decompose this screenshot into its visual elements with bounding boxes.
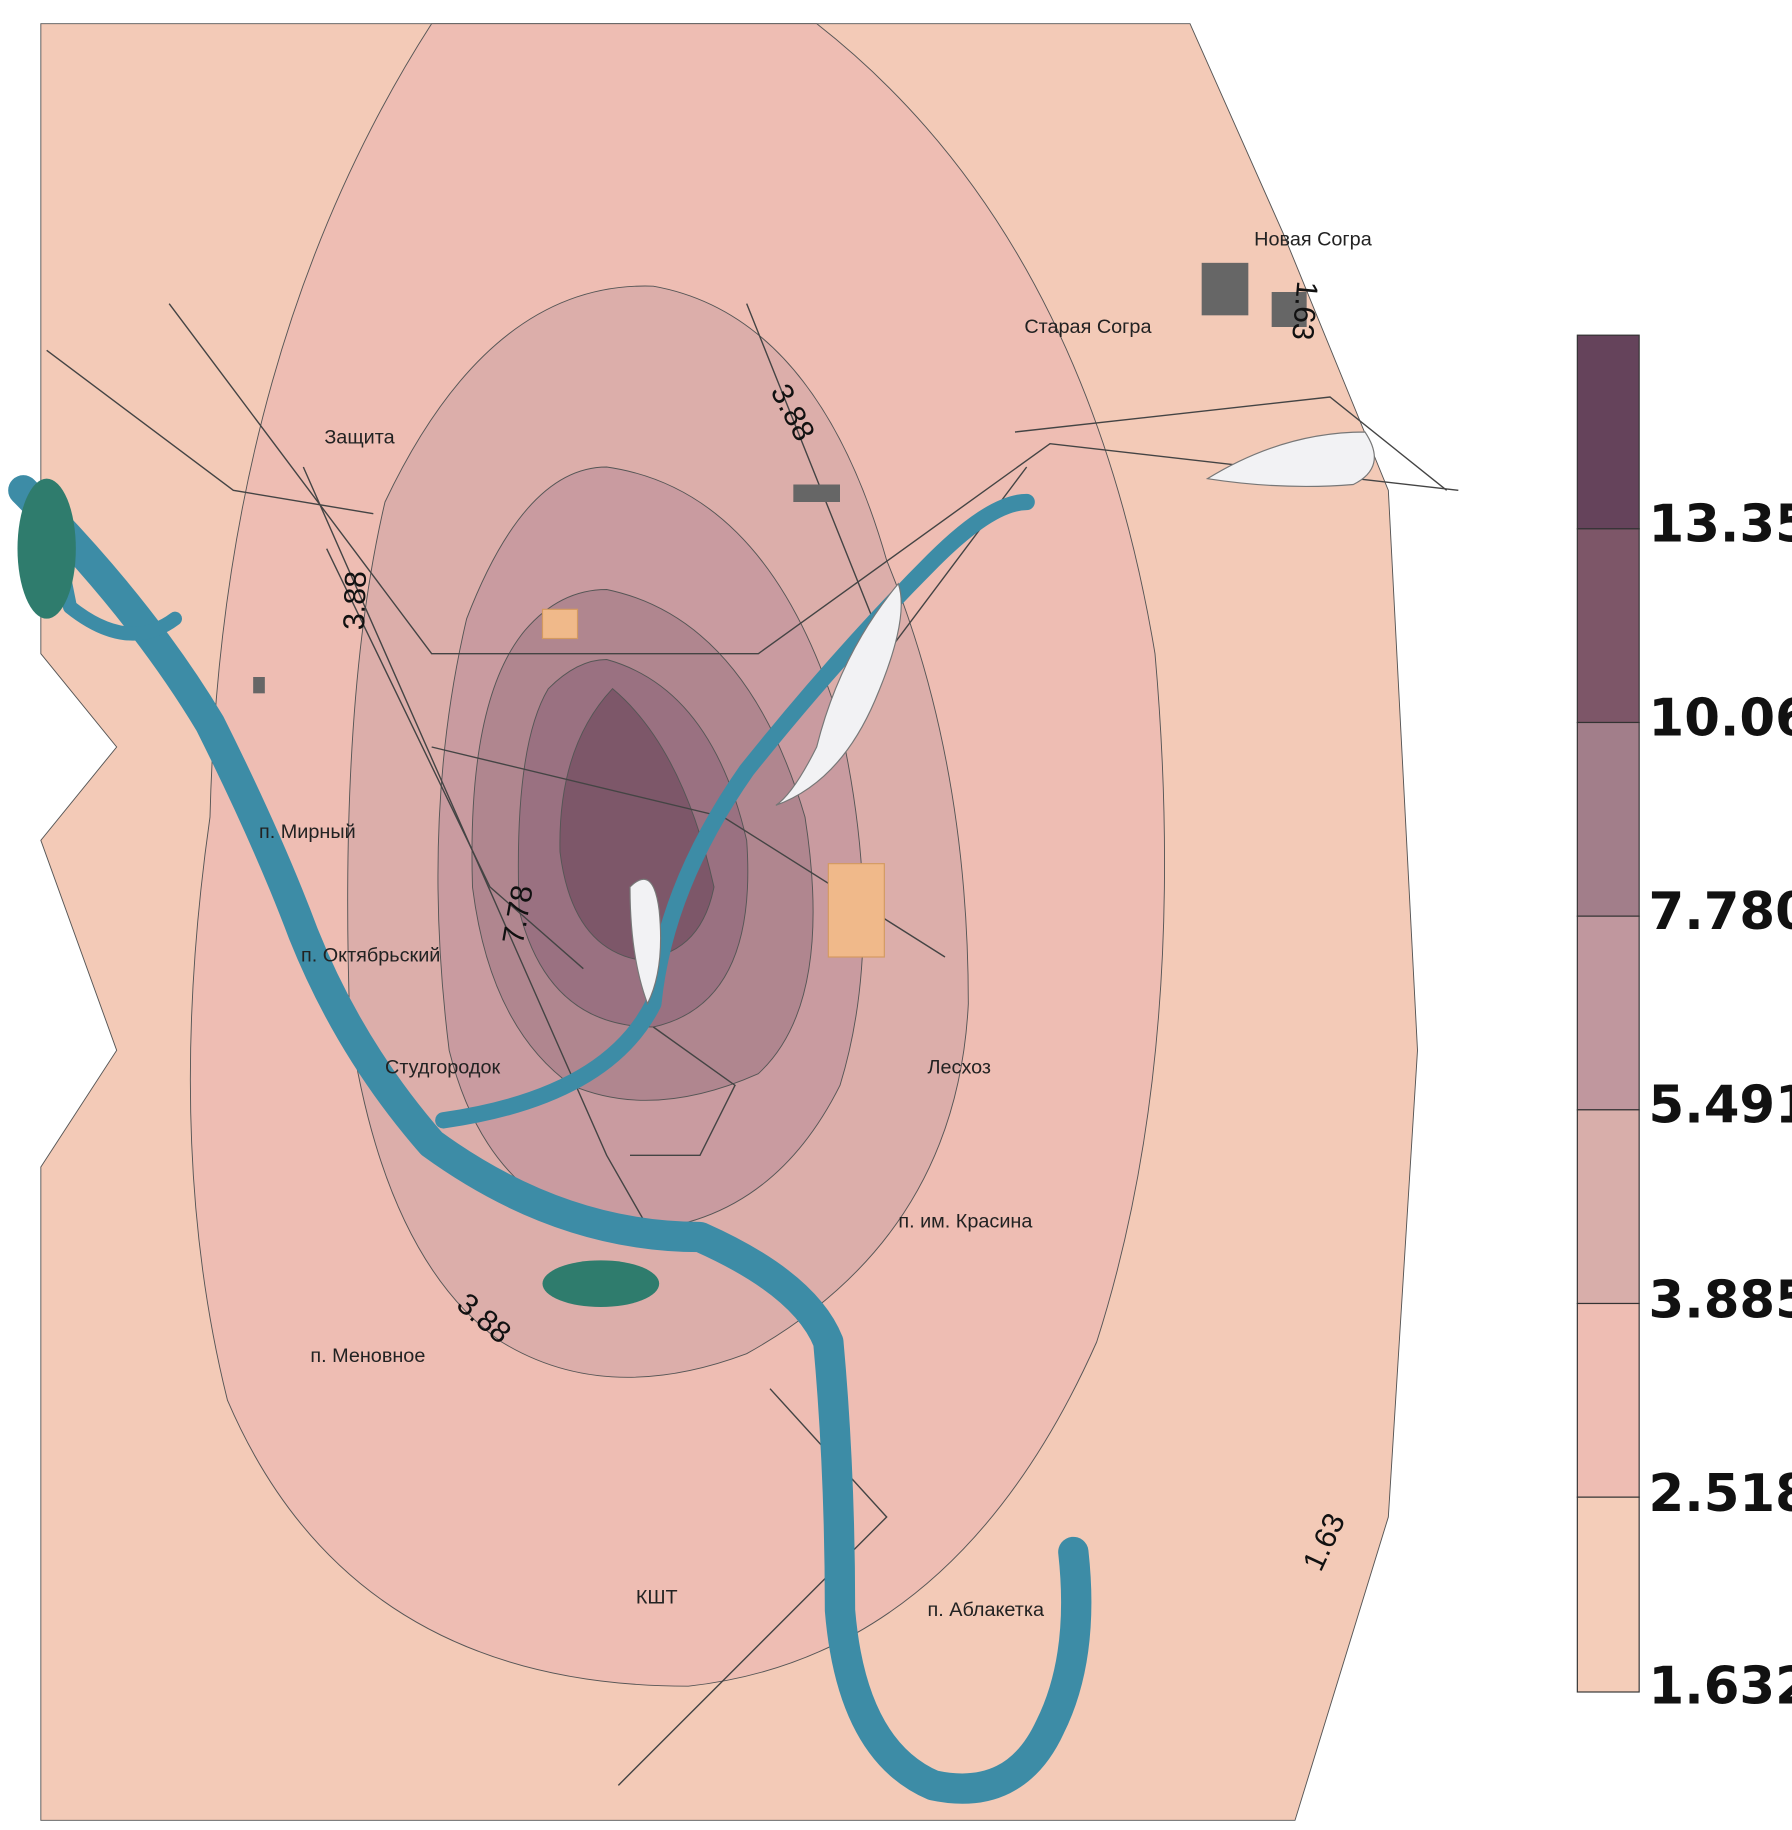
place-label: п. Меновное: [310, 1345, 425, 1367]
island: [17, 478, 76, 619]
legend-swatch: [1576, 528, 1640, 724]
legend-swatch: [1576, 1496, 1640, 1693]
place-label: Новая Согра: [1254, 228, 1373, 250]
rivers: [8, 475, 1092, 1804]
place-label: Студгородок: [385, 1057, 500, 1079]
legend-swatch: [1576, 1109, 1640, 1305]
legend-label: 10.060: [1649, 688, 1792, 748]
sandbank: [775, 582, 902, 806]
legend-label: 13.350: [1649, 495, 1792, 555]
legend-label: 5.491: [1649, 1076, 1792, 1136]
place-label: п. Мирный: [259, 821, 356, 843]
place-label: Лесхоз: [927, 1057, 991, 1079]
site: [827, 863, 885, 958]
place-label: п. им. Красина: [898, 1211, 1033, 1233]
legend-label: 1.632: [1649, 1657, 1792, 1717]
contour-label: 1.63: [1285, 280, 1323, 342]
settlement-blocks: [253, 262, 1307, 694]
place-label: КШТ: [636, 1586, 678, 1608]
place-label: п. Октябрьский: [301, 945, 440, 967]
place-label: Защита: [324, 427, 395, 449]
legend-label: 3.885: [1649, 1271, 1792, 1331]
legend-label: 7.780: [1649, 882, 1792, 942]
legend-swatch: [1576, 334, 1640, 530]
legend-label: 2.518: [1649, 1464, 1792, 1524]
legend: [1576, 334, 1640, 1693]
place-label: Старая Согра: [1024, 316, 1152, 338]
site: [541, 608, 579, 640]
place-label: п. Аблакетка: [927, 1599, 1045, 1621]
sandbank: [1205, 431, 1375, 488]
legend-swatch: [1576, 915, 1640, 1111]
legend-swatch: [1576, 1302, 1640, 1498]
legend-swatch: [1576, 721, 1640, 917]
contour-label: 3.88: [338, 570, 373, 630]
sandbank: [629, 878, 662, 1006]
island: [542, 1260, 660, 1307]
